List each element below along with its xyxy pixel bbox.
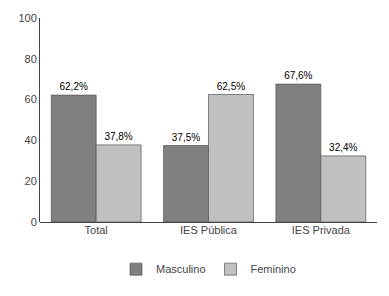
- svg-text:100: 100: [18, 12, 36, 24]
- svg-text:67,6%: 67,6%: [284, 70, 312, 81]
- svg-text:Feminino: Feminino: [251, 263, 296, 275]
- svg-text:37,5%: 37,5%: [172, 132, 200, 143]
- svg-text:37,8%: 37,8%: [104, 131, 132, 142]
- svg-text:0: 0: [31, 216, 37, 228]
- svg-text:Total: Total: [85, 224, 108, 236]
- svg-text:62,5%: 62,5%: [217, 81, 245, 92]
- svg-text:IES Privada: IES Privada: [292, 224, 351, 236]
- svg-text:IES Pública: IES Pública: [180, 224, 238, 236]
- svg-text:40: 40: [25, 134, 37, 146]
- svg-text:80: 80: [25, 53, 37, 65]
- svg-text:Masculino: Masculino: [156, 263, 206, 275]
- svg-text:20: 20: [25, 175, 37, 187]
- svg-text:32,4%: 32,4%: [329, 142, 357, 153]
- svg-text:62,2%: 62,2%: [59, 81, 87, 92]
- svg-text:60: 60: [25, 93, 37, 105]
